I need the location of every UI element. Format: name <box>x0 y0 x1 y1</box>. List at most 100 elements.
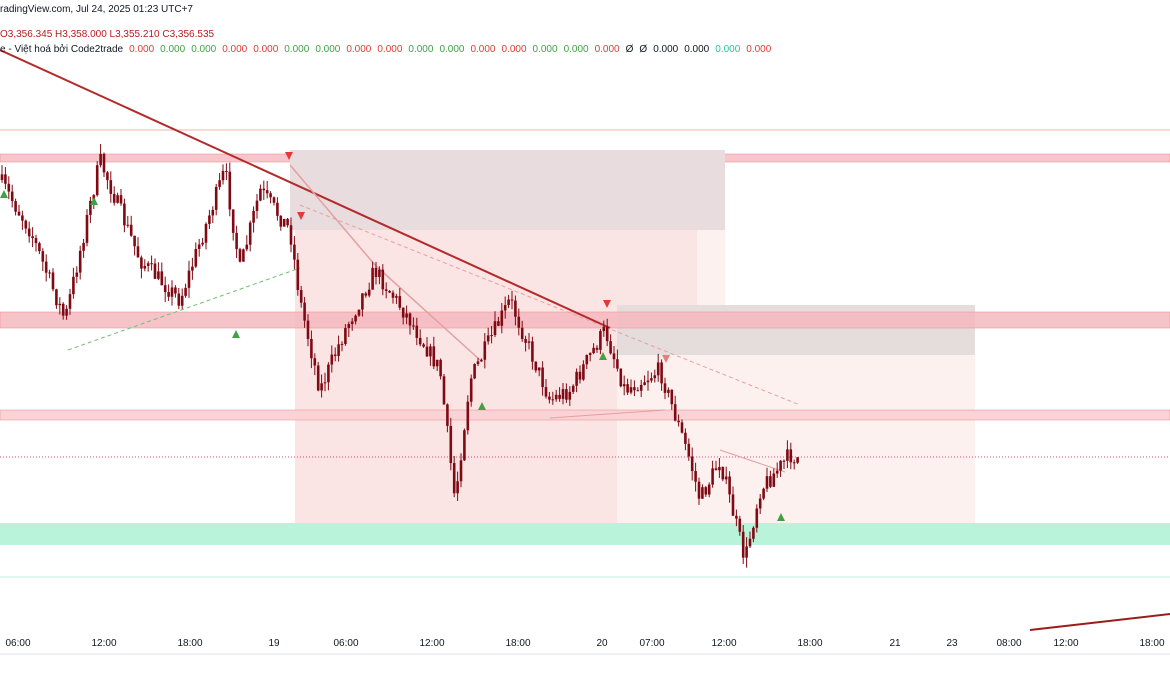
candle-body <box>687 443 691 457</box>
candle-body <box>646 380 650 383</box>
candle-body <box>585 354 589 365</box>
candle-body <box>197 244 201 249</box>
candle-body <box>643 382 646 385</box>
trend-line <box>67 267 301 351</box>
signal-down <box>603 300 611 308</box>
candle-body <box>381 269 385 290</box>
candle-body <box>486 335 490 342</box>
candle-body <box>575 371 578 386</box>
candle-body <box>442 376 446 405</box>
candle-body <box>435 359 439 367</box>
candle-body <box>595 347 599 350</box>
candle-body <box>660 362 663 384</box>
candle-body <box>316 365 320 391</box>
candle-body <box>367 289 371 296</box>
candle-body <box>561 389 565 399</box>
candle-body <box>204 223 208 243</box>
candle-body <box>775 470 779 474</box>
candle-body <box>180 295 184 306</box>
candle-body <box>415 325 419 338</box>
candle-body <box>741 531 745 558</box>
candle-body <box>588 353 592 355</box>
candle-body <box>639 384 643 391</box>
candle-body <box>711 468 714 485</box>
candle-body <box>133 235 136 247</box>
candle-body <box>786 449 789 461</box>
indicator-value: Ø <box>625 44 634 55</box>
candle-body <box>157 271 160 279</box>
candle-body <box>405 313 408 318</box>
candle-body <box>605 326 609 342</box>
candle-body <box>361 293 364 310</box>
candle-body <box>514 300 517 317</box>
candle-body <box>670 389 674 405</box>
candle-body <box>72 276 75 295</box>
indicator-value: 0.000 <box>191 44 217 55</box>
candle-body <box>527 341 531 343</box>
candle-body <box>510 299 514 301</box>
candle-body <box>779 460 782 471</box>
candle-body <box>167 292 170 297</box>
signal-up <box>232 330 240 338</box>
candle-body <box>116 195 119 203</box>
candle-body <box>429 346 432 357</box>
candle-body <box>265 190 269 194</box>
candle-body <box>38 243 41 252</box>
candle-body <box>565 389 568 400</box>
candle-body <box>78 250 82 273</box>
time-label: 19 <box>268 638 280 649</box>
indicator-value: 0.000 <box>408 44 434 55</box>
candle-body <box>456 481 459 494</box>
candle-body <box>772 473 776 487</box>
order-block <box>290 150 725 230</box>
candle-body <box>17 211 21 216</box>
candle-body <box>673 404 677 421</box>
time-axis: 06:00 12:00 18:00 19 06:00 12:00 18:00 20 07:00 1… <box>5 638 1164 649</box>
candle-body <box>422 344 425 347</box>
indicator-value: 0.000 <box>684 44 710 55</box>
candle-body <box>269 193 272 198</box>
candle-body <box>714 468 718 471</box>
candle-body <box>41 251 45 262</box>
candle-body <box>769 476 772 487</box>
candle-body <box>235 232 238 250</box>
candle-body <box>99 153 102 166</box>
signal-up <box>478 402 486 410</box>
candle-body <box>568 391 572 400</box>
time-label: 21 <box>889 638 901 649</box>
indicator-value: 0.000 <box>470 44 496 55</box>
trend-line <box>299 204 801 406</box>
candle-body <box>384 289 388 291</box>
candle-body <box>439 359 442 377</box>
candle-body <box>425 346 429 357</box>
candle-body <box>633 387 636 391</box>
candle-body <box>364 293 368 296</box>
candle-body <box>150 263 153 265</box>
candle-body <box>636 390 640 392</box>
candle-body <box>0 174 4 180</box>
candle-body <box>126 224 130 226</box>
candle-body <box>704 487 708 495</box>
indicator-value: 0.000 <box>284 44 310 55</box>
indicator-value: 0.000 <box>746 44 772 55</box>
candle-body <box>225 171 228 173</box>
signal-up <box>90 197 98 205</box>
wave-line <box>289 164 481 361</box>
ohlc-legend: O3,356.345 H3,358.000 L3,355.210 C3,356.… <box>0 29 215 40</box>
candle-body <box>10 191 14 202</box>
candle-body <box>289 225 293 245</box>
candle-body <box>748 538 752 547</box>
time-label: 18:00 <box>1139 638 1164 649</box>
candle-body <box>503 305 507 311</box>
candle-body <box>44 261 48 273</box>
candle-body <box>401 307 405 318</box>
candle-body <box>582 364 585 380</box>
candle-body <box>211 209 215 216</box>
candle-body <box>480 359 483 362</box>
candle-body <box>330 354 334 365</box>
indicator-value: 0.000 <box>315 44 341 55</box>
candle-body <box>286 218 289 226</box>
candle-body <box>177 293 181 306</box>
